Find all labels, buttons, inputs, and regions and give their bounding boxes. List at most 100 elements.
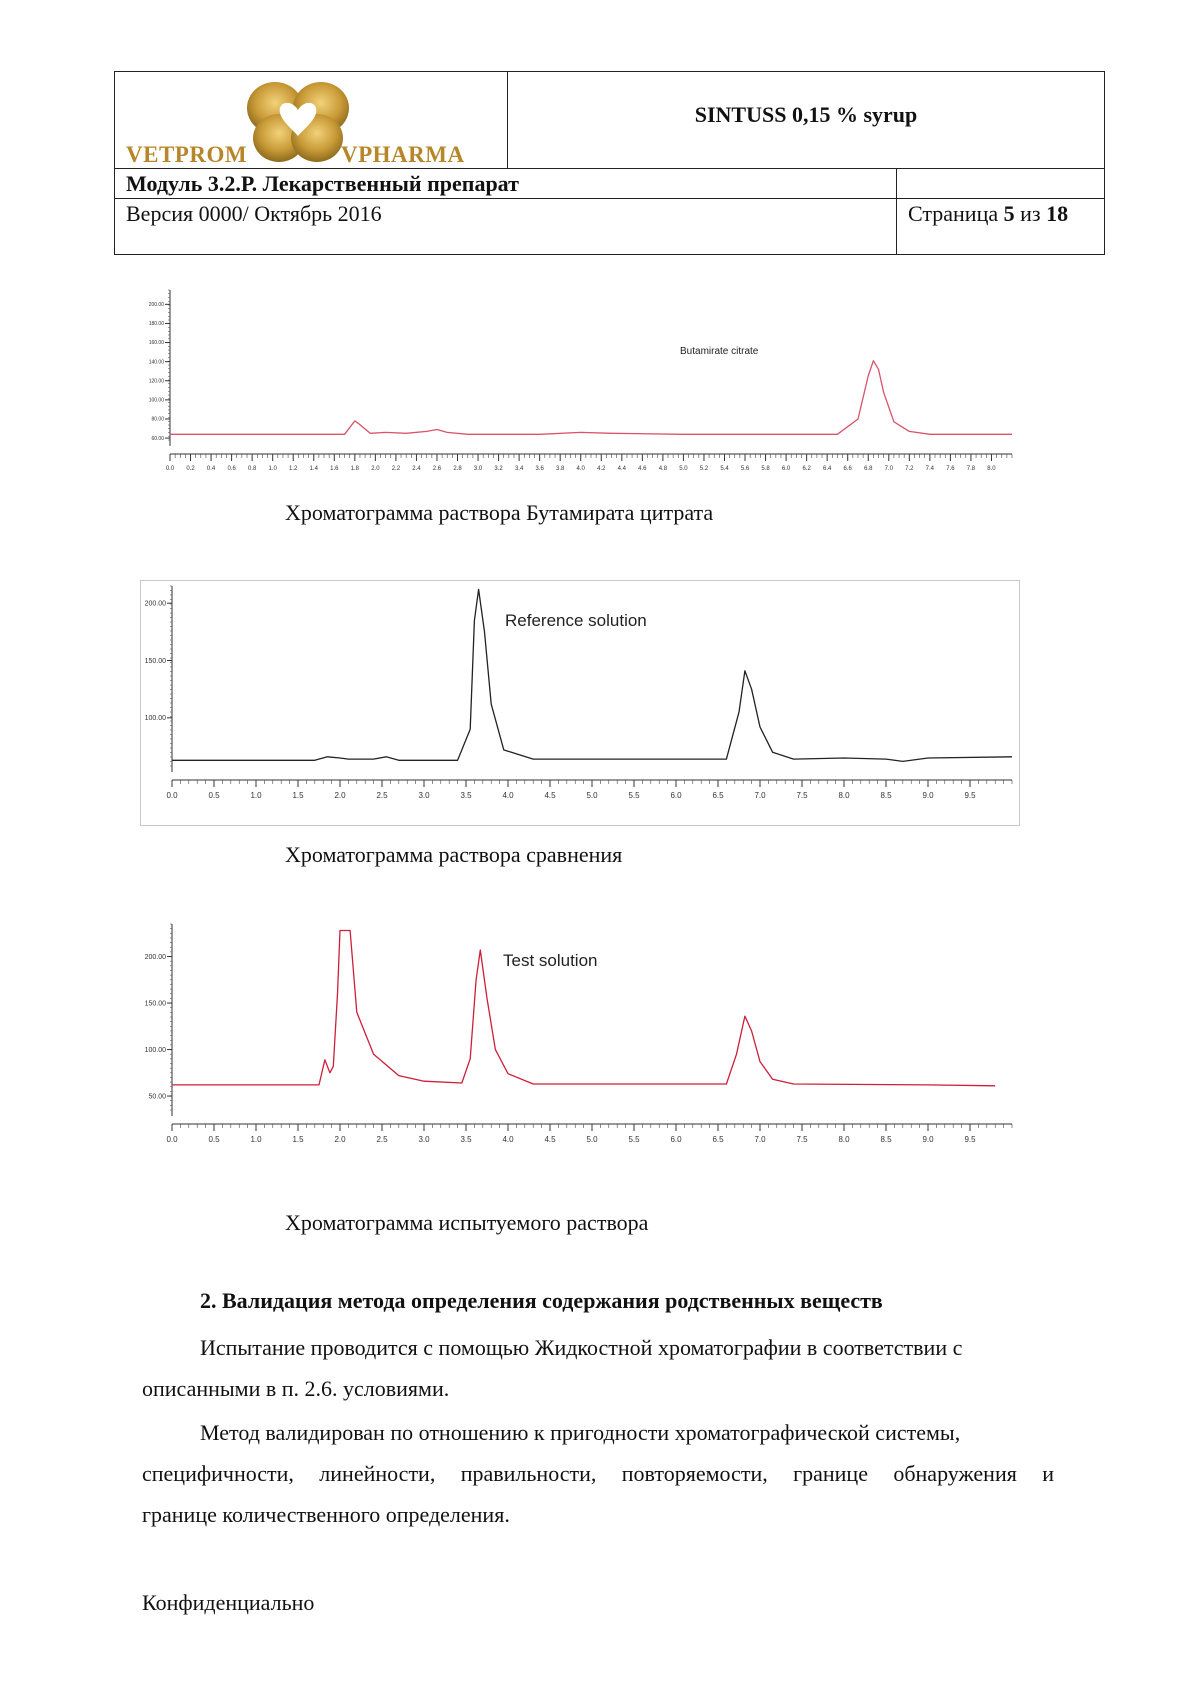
table-divider (507, 72, 508, 168)
x-tick-label: 6.2 (802, 466, 811, 472)
y-tick-label: 50.00 (148, 1093, 166, 1100)
x-tick-label: 1.0 (250, 1135, 262, 1144)
x-tick-label: 8.5 (880, 791, 892, 800)
series-line (172, 929, 996, 1087)
x-tick-label: 6.6 (844, 466, 853, 472)
x-tick-label: 1.8 (351, 466, 360, 472)
x-tick-label: 5.0 (679, 466, 688, 472)
x-tick-label: 1.2 (289, 466, 298, 472)
y-tick-label: 100.00 (145, 715, 167, 722)
paragraph-2: Метод валидирован по отношению к пригодн… (142, 1412, 1054, 1535)
page-number: Страница 5 из 18 (908, 201, 1068, 227)
y-tick-label: 200.00 (145, 954, 167, 961)
x-tick-label: 0.4 (207, 466, 216, 472)
x-tick-label: 7.8 (967, 466, 976, 472)
x-tick-label: 1.0 (250, 791, 262, 800)
chart-caption-1: Хроматограмма раствора Бутамирата цитрат… (285, 500, 714, 525)
x-tick-label: 3.5 (460, 791, 472, 800)
y-tick-label: 180.00 (149, 321, 165, 327)
x-tick-label: 3.0 (474, 466, 483, 472)
x-tick-label: 4.0 (502, 791, 514, 800)
x-tick-label: 9.0 (922, 1135, 934, 1144)
x-tick-label: 1.0 (269, 466, 278, 472)
x-tick-label: 2.4 (412, 466, 421, 472)
paragraph-line: Испытание проводится с помощью Жидкостно… (142, 1327, 1054, 1368)
product-title: SINTUSS 0,15 % syrup (694, 102, 918, 127)
x-tick-label: 1.6 (330, 466, 339, 472)
chromatogram-reference: 100.00 150.00 200.00 0.0 0.5 1.0 1.5 2.0 2.5 3.0 3… (140, 580, 1020, 826)
paragraph-line: границе количественного определения. (142, 1502, 510, 1527)
x-tick-label: 0.5 (208, 1135, 220, 1144)
x-tick-label: 3.0 (418, 791, 430, 800)
table-divider (115, 168, 1104, 169)
series-line (172, 588, 1013, 763)
x-tick-label: 4.4 (618, 466, 627, 472)
brand-name-right: VPHARMA (341, 142, 465, 167)
paragraph-line: специфичности, линейности, правильности,… (142, 1461, 1054, 1486)
x-tick-label: 5.5 (628, 1135, 640, 1144)
x-tick-label: 7.0 (754, 791, 766, 800)
x-tick-label: 7.0 (754, 1135, 766, 1144)
x-tick-label: 2.0 (334, 791, 346, 800)
x-tick-label: 0.8 (248, 466, 257, 472)
y-tick-label: 120.00 (149, 378, 165, 384)
x-tick-label: 6.5 (712, 791, 724, 800)
x-tick-label: 4.0 (502, 1135, 514, 1144)
x-tick-label: 2.5 (376, 1135, 388, 1144)
x-tick-label: 2.8 (453, 466, 462, 472)
x-tick-label: 5.0 (586, 1135, 598, 1144)
chart-frame (140, 580, 1020, 826)
x-tick-label: 6.4 (823, 466, 832, 472)
paragraph-text: Метод валидирован по отношению к пригодн… (200, 1420, 961, 1445)
paragraph-text: Испытание проводится с помощью Жидкостно… (200, 1335, 963, 1360)
module-title: Модуль 3.2.Р. Лекарственный препарат (126, 171, 519, 196)
x-tick-label: 5.0 (586, 791, 598, 800)
x-tick-label: 1.5 (292, 1135, 304, 1144)
x-tick-label: 4.2 (597, 466, 606, 472)
x-tick-label: 1.5 (292, 791, 304, 800)
x-tick-label: 5.2 (700, 466, 709, 472)
section-heading: 2. Валидация метода определения содержан… (200, 1288, 883, 1313)
x-tick-label: 8.5 (880, 1135, 892, 1144)
paragraph-1: Испытание проводится с помощью Жидкостно… (142, 1327, 1054, 1409)
x-tick-label: 0.0 (166, 1135, 178, 1144)
x-tick-label: 6.0 (670, 1135, 682, 1144)
document-header-table: VETPROM VPHARMA SINTUSS 0,15 % syrup Мод… (114, 71, 1105, 255)
x-tick-label: 6.0 (670, 791, 682, 800)
x-tick-label: 4.0 (577, 466, 586, 472)
x-tick-label: 3.6 (535, 466, 544, 472)
x-tick-label: 2.5 (376, 791, 388, 800)
x-tick-label: 5.8 (761, 466, 770, 472)
x-tick-label: 0.2 (186, 466, 195, 472)
page-total: 18 (1046, 201, 1069, 226)
x-tick-label: 6.5 (712, 1135, 724, 1144)
y-tick-label: 140.00 (149, 359, 165, 365)
x-tick-label: 0.0 (166, 466, 175, 472)
y-tick-label: 160.00 (149, 340, 165, 346)
x-tick-label: 2.6 (433, 466, 442, 472)
x-tick-label: 9.0 (922, 791, 934, 800)
x-tick-label: 0.5 (208, 791, 220, 800)
x-tick-label: 4.5 (544, 791, 556, 800)
x-tick-label: 3.2 (494, 466, 503, 472)
y-tick-label: 60.00 (151, 436, 164, 442)
x-tick-label: 5.6 (741, 466, 750, 472)
chart-caption-2: Хроматограмма раствора сравнения (285, 842, 623, 867)
y-tick-label: 200.00 (149, 302, 165, 308)
x-tick-label: 4.6 (638, 466, 647, 472)
x-tick-label: 5.5 (628, 791, 640, 800)
page-prefix: Страница (908, 201, 1004, 226)
page-current: 5 (1003, 201, 1015, 226)
y-tick-label: 150.00 (145, 1000, 167, 1007)
x-tick-label: 8.0 (838, 1135, 850, 1144)
x-tick-label: 3.0 (418, 1135, 430, 1144)
chromatogram-test: 50.00 100.00 150.00 200.00 0.0 0.5 1.0 1.5 2.0 2.… (145, 923, 1013, 1144)
paragraph-line: описанными в п. 2.6. условиями. (142, 1376, 450, 1401)
x-tick-label: 7.5 (796, 1135, 808, 1144)
x-tick-label: 7.4 (926, 466, 935, 472)
x-tick-label: 6.8 (864, 466, 873, 472)
version-label: Версия 0000/ Октябрь 2016 (126, 201, 382, 226)
x-tick-label: 3.4 (515, 466, 524, 472)
heart-emblem-icon (247, 82, 349, 162)
x-tick-label: 2.0 (334, 1135, 346, 1144)
